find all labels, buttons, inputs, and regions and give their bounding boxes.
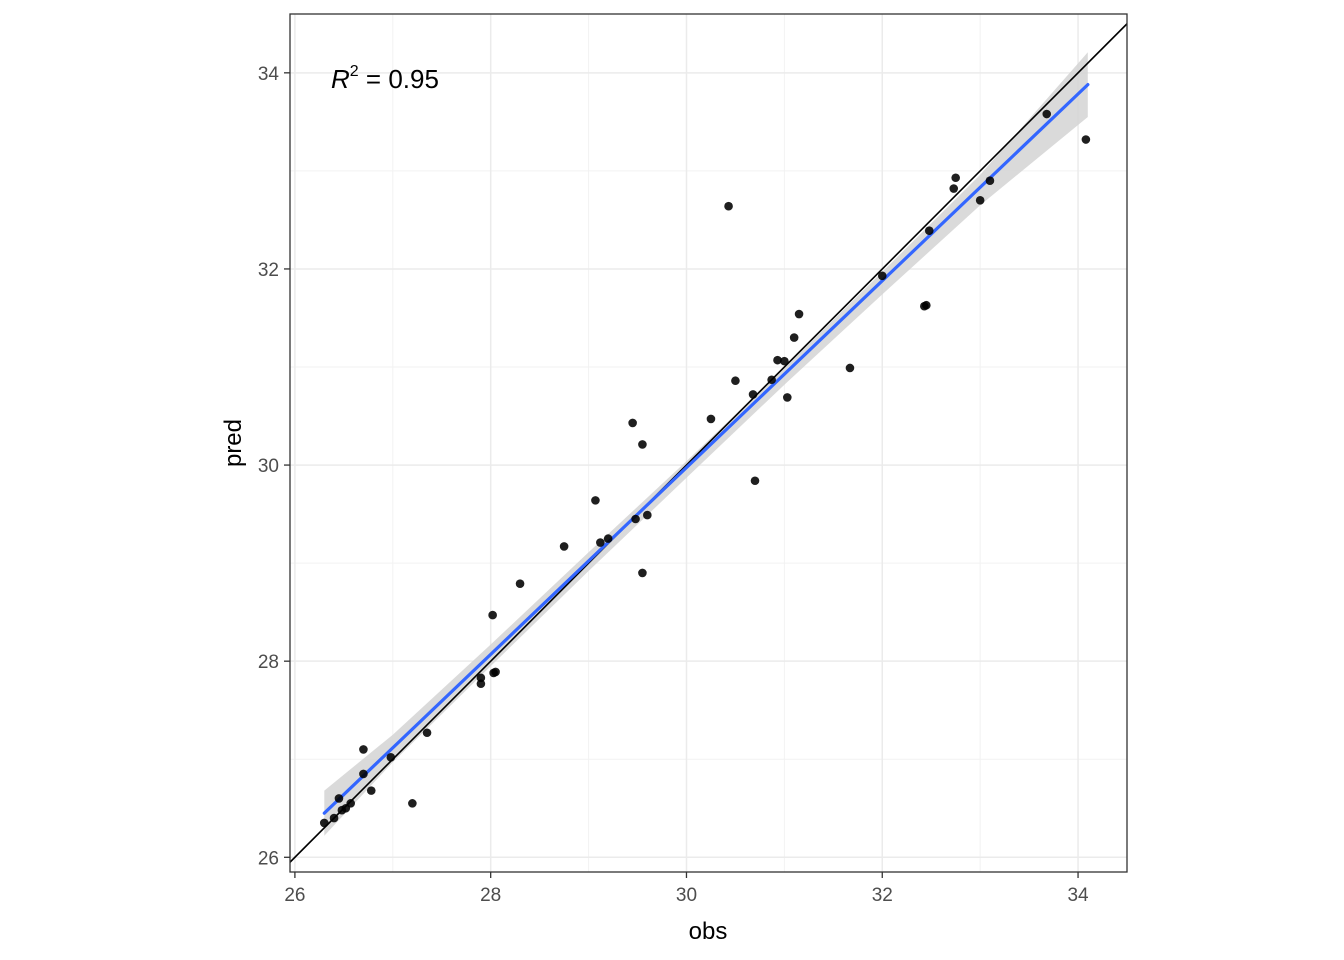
- data-point: [476, 673, 486, 683]
- data-point: [922, 300, 931, 310]
- r-squared-annotation: R2 = 0.95: [331, 63, 439, 94]
- identity-line: [290, 22, 1127, 864]
- data-point: [346, 799, 355, 808]
- data-point: [476, 679, 486, 689]
- x-tick-label: 26: [284, 885, 305, 906]
- r-squared-value: = 0.95: [359, 64, 439, 94]
- x-axis-ticks: 26 28 30 32 34: [284, 872, 1089, 906]
- r-squared-symbol: R: [331, 64, 350, 94]
- data-point: [366, 786, 376, 795]
- data-point: [949, 184, 959, 193]
- confidence-band: [324, 52, 1088, 836]
- data-point: [724, 201, 733, 211]
- data-point: [1081, 135, 1091, 144]
- data-point: [780, 356, 789, 366]
- data-point: [1042, 109, 1052, 119]
- data-point: [559, 542, 569, 551]
- data-point: [491, 667, 500, 677]
- data-point: [773, 355, 782, 365]
- data-point: [750, 476, 760, 486]
- minor-grid: [290, 14, 1127, 872]
- data-point: [706, 414, 716, 424]
- x-tick-label: 30: [676, 885, 697, 906]
- data-point: [596, 538, 605, 547]
- data-point: [789, 333, 799, 342]
- data-point: [631, 514, 640, 524]
- data-point: [422, 728, 432, 738]
- data-point: [329, 813, 339, 823]
- y-tick-label: 26: [258, 848, 279, 869]
- data-point: [794, 309, 804, 319]
- major-grid: [290, 14, 1127, 872]
- data-point: [783, 393, 792, 402]
- data-points: [319, 109, 1091, 828]
- y-tick-label: 32: [258, 260, 279, 281]
- data-point: [386, 752, 396, 762]
- data-point: [408, 799, 417, 808]
- data-point: [488, 610, 497, 620]
- data-point: [877, 271, 887, 281]
- data-point: [359, 745, 368, 754]
- r-squared-exponent: 2: [350, 63, 359, 80]
- data-point: [638, 440, 647, 449]
- regression-line: [322, 83, 1090, 815]
- x-tick-label: 32: [872, 885, 893, 906]
- data-point: [748, 390, 758, 399]
- y-tick-label: 34: [258, 64, 280, 85]
- data-point: [628, 418, 637, 428]
- data-point: [319, 818, 329, 828]
- data-point: [334, 794, 344, 803]
- x-tick-label: 34: [1067, 885, 1089, 906]
- data-point: [515, 579, 525, 589]
- y-axis-title: pred: [220, 419, 247, 467]
- data-point: [975, 196, 985, 205]
- data-point: [359, 769, 368, 779]
- panel-border: [289, 13, 1128, 873]
- x-axis-title: obs: [689, 918, 728, 945]
- data-point: [985, 176, 995, 185]
- data-point: [951, 173, 960, 183]
- y-tick-label: 28: [258, 652, 279, 673]
- data-point: [924, 226, 934, 236]
- y-tick-label: 30: [258, 456, 279, 477]
- data-point: [731, 376, 740, 386]
- data-point: [603, 534, 613, 543]
- data-point: [767, 375, 776, 385]
- x-tick-label: 28: [480, 885, 501, 906]
- y-axis-ticks: 26 28 30 32 34: [258, 64, 290, 869]
- data-point: [591, 496, 600, 505]
- data-point: [638, 568, 647, 578]
- data-point: [643, 510, 652, 520]
- data-point: [845, 363, 855, 373]
